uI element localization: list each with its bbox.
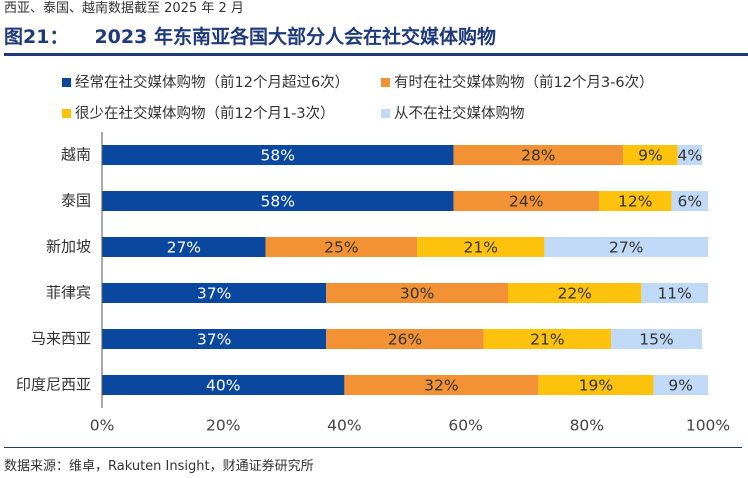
bar-segment xyxy=(102,191,454,211)
bar-segment xyxy=(538,375,654,395)
bar-segment xyxy=(483,329,612,349)
legend-label-4: 从不在社交媒体购物 xyxy=(394,104,525,122)
category-label: 泰国 xyxy=(61,192,91,210)
bar-value-label: 19% xyxy=(579,377,613,395)
bar-value-label: 4% xyxy=(678,147,703,165)
bar-segment xyxy=(326,283,509,303)
bar-value-label: 24% xyxy=(509,193,543,211)
bar-value-label: 12% xyxy=(618,193,652,211)
bar-segment xyxy=(641,283,708,303)
category-label: 马来西亚 xyxy=(31,330,91,348)
x-tick-label: 60% xyxy=(448,417,482,435)
bar-value-label: 15% xyxy=(639,331,673,349)
bar-segment xyxy=(453,145,624,165)
bar-value-label: 22% xyxy=(557,285,591,303)
source-note: 数据来源：维卓，Rakuten Insight，财通证券研究所 xyxy=(4,459,314,474)
bar-value-label: 27% xyxy=(609,239,643,257)
bar-segment xyxy=(598,191,672,211)
x-tick-label: 100% xyxy=(686,417,730,435)
legend-swatch-4 xyxy=(381,109,390,118)
legend-label-1: 经常在社交媒体购物（前12个月超过6次） xyxy=(75,73,349,91)
bar-value-label: 21% xyxy=(530,331,564,349)
figure-title: 2023 年东南亚各国大部分人会在社交媒体购物 xyxy=(94,25,496,48)
bar-value-label: 58% xyxy=(261,147,295,165)
legend-swatch-3 xyxy=(62,109,71,118)
bar-value-label: 25% xyxy=(324,239,358,257)
bar-value-label: 37% xyxy=(197,331,231,349)
bar-segment xyxy=(623,145,678,165)
bar-value-label: 9% xyxy=(638,147,663,165)
bar-segment xyxy=(417,237,545,257)
category-label: 新加坡 xyxy=(46,238,91,256)
legend-label-3: 很少在社交媒体购物（前12个月1-3次） xyxy=(75,104,335,122)
legend-swatch-1 xyxy=(62,78,71,87)
bar-value-label: 6% xyxy=(678,193,703,211)
bar-value-label: 26% xyxy=(388,331,422,349)
x-tick-label: 0% xyxy=(90,417,115,435)
figure-title-row: 图21： 2023 年东南亚各国大部分人会在社交媒体购物 xyxy=(4,20,496,50)
bar-value-label: 28% xyxy=(521,147,555,165)
bar-segment xyxy=(671,191,708,211)
bar-value-label: 37% xyxy=(197,285,231,303)
bar-segment xyxy=(677,145,702,165)
bar-segment xyxy=(265,237,418,257)
source-rule xyxy=(4,447,742,448)
x-tick-label: 40% xyxy=(327,417,361,435)
bar-segment xyxy=(102,237,266,257)
category-label: 菲律宾 xyxy=(46,284,91,302)
bar-segment xyxy=(326,329,484,349)
bar-segment xyxy=(611,329,702,349)
title-rule xyxy=(4,53,748,56)
bar-value-label: 30% xyxy=(400,285,434,303)
bar-segment xyxy=(453,191,599,211)
bar-value-label: 40% xyxy=(206,377,240,395)
bar-segment xyxy=(653,375,708,395)
top-note: 西亚、泰国、越南数据截至 2025 年 2 月 xyxy=(4,1,244,16)
figure-label: 图21： xyxy=(4,25,69,48)
x-tick-label: 80% xyxy=(570,417,604,435)
bar-value-label: 21% xyxy=(464,239,498,257)
bar-value-label: 32% xyxy=(424,377,458,395)
legend-label-2: 有时在社交媒体购物（前12个月3-6次） xyxy=(394,73,654,91)
bar-segment xyxy=(102,283,327,303)
bar-segment xyxy=(102,329,327,349)
bar-segment xyxy=(508,283,642,303)
bar-value-label: 58% xyxy=(261,193,295,211)
bar-segment xyxy=(102,145,454,165)
legend-swatch-2 xyxy=(381,78,390,87)
category-label: 印度尼西亚 xyxy=(16,376,91,394)
bar-segment xyxy=(544,237,708,257)
bar-segment xyxy=(102,375,345,395)
bar-segment xyxy=(344,375,539,395)
bar-value-label: 11% xyxy=(657,285,691,303)
category-label: 越南 xyxy=(61,146,91,164)
bar-value-label: 27% xyxy=(167,239,201,257)
bar-value-label: 9% xyxy=(668,377,693,395)
x-tick-label: 20% xyxy=(206,417,240,435)
